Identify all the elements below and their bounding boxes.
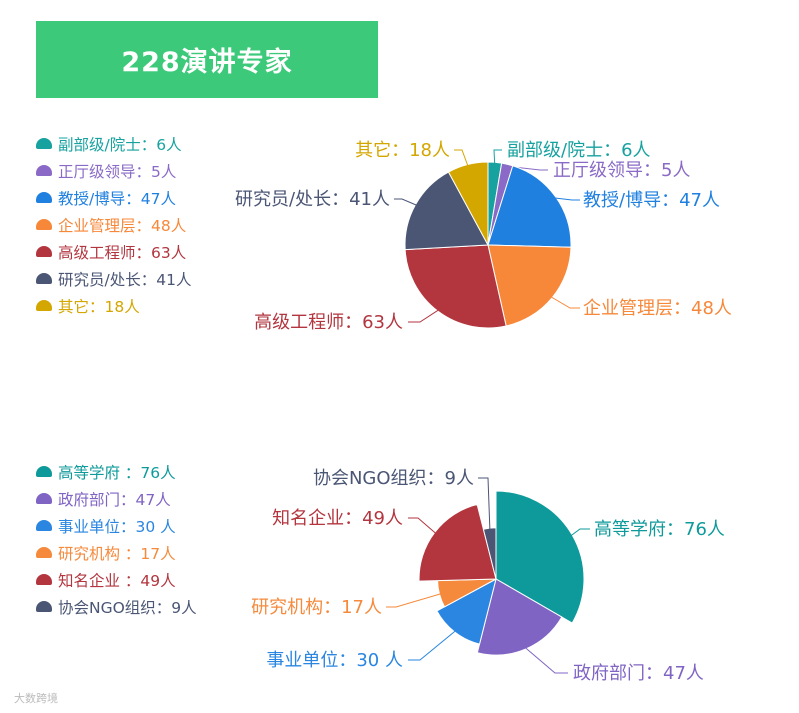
legend-experts-rank: 副部级/院士：6人 正厅级领导：5人 教授/博导：47人 企业管理层：48人 高级工程师…: [36, 130, 191, 319]
pie-chart-rank: 副部级/院士：6人正厅级领导：5人教授/博导：47人企业管理层：48人高级工程师…: [235, 140, 732, 333]
legend-item[interactable]: 知名企业 ：49人: [36, 566, 197, 593]
legend-swatch-icon: [36, 138, 52, 149]
leader-line: [493, 149, 502, 165]
legend-item[interactable]: 事业单位：30 人: [36, 512, 197, 539]
slice-label: 研究机构：17人: [251, 597, 382, 618]
legend-item[interactable]: 教授/博导：47人: [36, 184, 191, 211]
legend-item[interactable]: 其它：18人: [36, 292, 191, 319]
legend-swatch-icon: [36, 466, 52, 477]
legend-label: 协会NGO组织：9人: [58, 598, 197, 617]
legend-item[interactable]: 政府部门：47人: [36, 485, 197, 512]
legend-label: 知名企业 ：49人: [58, 571, 176, 590]
legend-item[interactable]: 正厅级领导：5人: [36, 157, 191, 184]
legend-swatch-icon: [36, 493, 52, 504]
legend-experts-org: 高等学府 ：76人 政府部门：47人 事业单位：30 人研究机构 ：17人 知名企业 …: [36, 458, 197, 620]
slice-label: 高等学府：76人: [594, 519, 725, 540]
slice-label: 教授/博导：47人: [583, 190, 720, 211]
legend-label: 研究员/处长：41人: [58, 270, 192, 289]
leader-line: [478, 477, 491, 531]
pie-slice[interactable]: [418, 503, 497, 582]
legend-swatch-icon: [36, 520, 52, 531]
legend-item[interactable]: 高等学府 ：76人: [36, 458, 197, 485]
legend-swatch-icon: [36, 574, 52, 585]
legend-label: 企业管理层：48人: [58, 216, 187, 235]
legend-swatch-icon: [36, 273, 52, 284]
leader-line: [454, 149, 469, 167]
legend-item[interactable]: 副部级/院士：6人: [36, 130, 191, 157]
legend-item[interactable]: 协会NGO组织：9人: [36, 593, 197, 620]
legend-label: 高级工程师：63人: [58, 243, 187, 262]
pie-slice[interactable]: [404, 244, 507, 329]
title-banner: 228演讲专家: [36, 21, 378, 98]
leader-line: [550, 296, 580, 309]
slice-label: 企业管理层：48人: [583, 298, 732, 319]
watermark-text: 大数跨境: [14, 692, 58, 705]
legend-swatch-icon: [36, 219, 52, 230]
leader-line: [408, 309, 440, 323]
leader-line: [386, 593, 442, 608]
slice-label: 研究员/处长：41人: [235, 189, 390, 210]
slice-label: 副部级/院士：6人: [507, 140, 651, 161]
slice-label: 协会NGO组织：9人: [313, 468, 474, 489]
legend-label: 副部级/院士：6人: [58, 135, 182, 154]
legend-swatch-icon: [36, 246, 52, 257]
legend-label: 正厅级领导：5人: [58, 162, 177, 181]
page-title: 228演讲专家: [121, 47, 293, 78]
slice-label: 事业单位：30 人: [266, 650, 403, 671]
pie-slice[interactable]: [487, 165, 572, 248]
slice-label: 高级工程师：63人: [254, 312, 403, 333]
legend-item[interactable]: 企业管理层：48人: [36, 211, 191, 238]
pie-slice[interactable]: [476, 578, 563, 656]
legend-item[interactable]: 研究员/处长：41人: [36, 265, 191, 292]
legend-label: 研究机构 ：17人: [58, 544, 176, 563]
legend-swatch-icon: [36, 300, 52, 311]
legend-label: 其它：18人: [58, 297, 140, 316]
legend-label: 高等学府 ：76人: [58, 463, 176, 482]
legend-label: 教授/博导：47人: [58, 189, 176, 208]
legend-swatch-icon: [36, 601, 52, 612]
legend-swatch-icon: [36, 547, 52, 558]
slice-label: 政府部门：47人: [573, 663, 704, 684]
leader-line: [408, 630, 457, 661]
leader-line: [524, 646, 568, 674]
legend-item[interactable]: 研究机构 ：17人: [36, 539, 197, 566]
leader-line: [394, 198, 418, 206]
slice-label: 其它：18人: [355, 140, 450, 161]
legend-label: 事业单位：30 人: [58, 517, 176, 536]
legend-label: 政府部门：47人: [58, 490, 171, 509]
slice-label: 知名企业：49人: [272, 508, 403, 529]
legend-item[interactable]: 高级工程师：63人: [36, 238, 191, 265]
slice-label: 正厅级领导：5人: [553, 160, 690, 181]
legend-swatch-icon: [36, 165, 52, 176]
leader-line: [408, 517, 437, 535]
legend-swatch-icon: [36, 192, 52, 203]
leader-line: [553, 197, 580, 201]
leader-line: [570, 528, 590, 537]
